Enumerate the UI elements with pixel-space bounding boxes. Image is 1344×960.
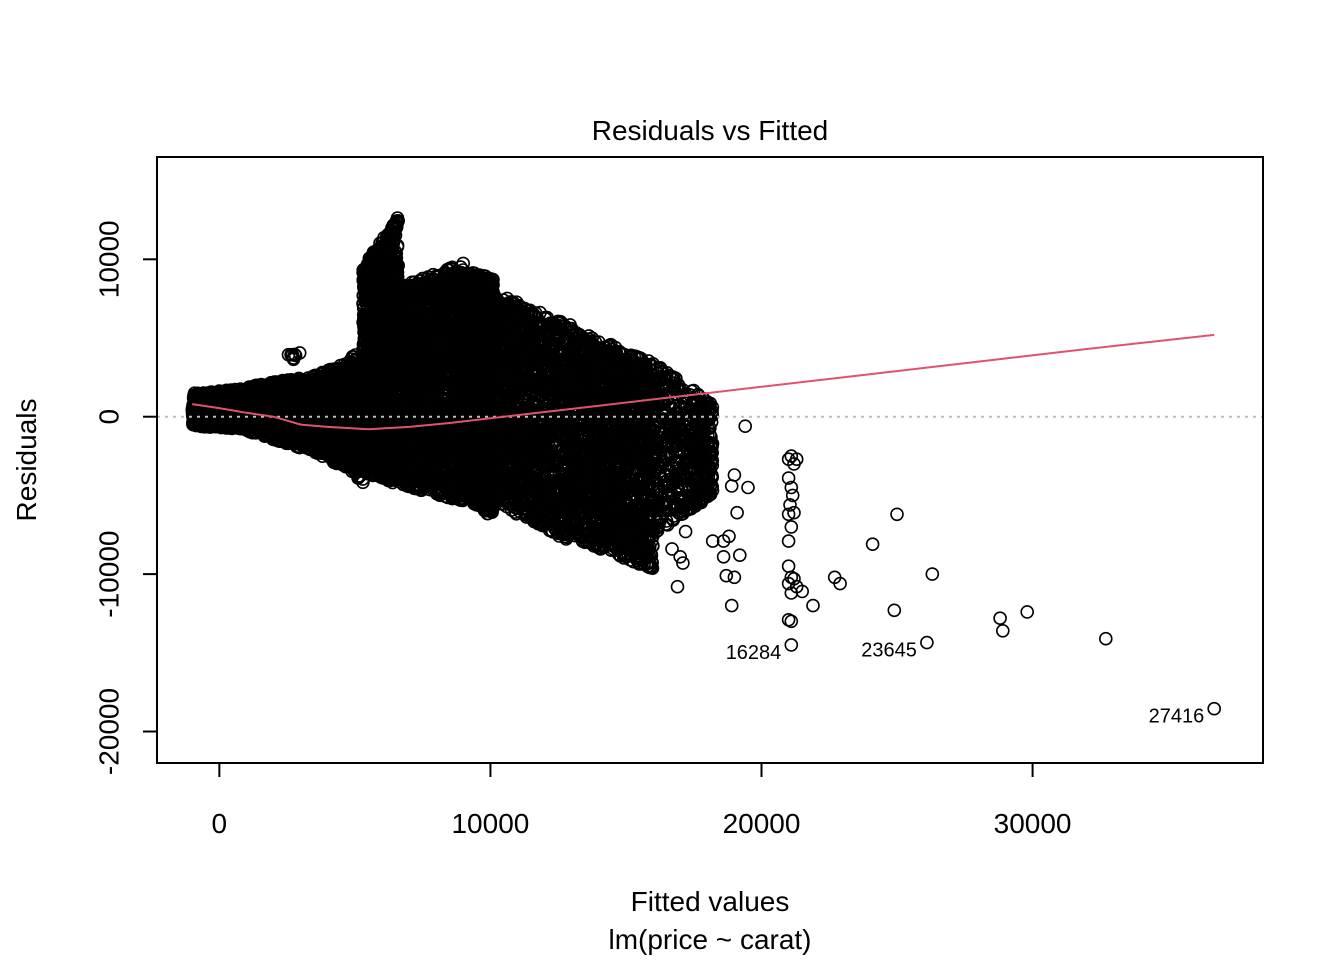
chart-title: Residuals vs Fitted xyxy=(592,115,829,146)
data-point xyxy=(189,388,204,403)
data-point xyxy=(202,418,217,433)
data-point xyxy=(212,403,227,418)
data-point xyxy=(219,384,234,399)
data-point xyxy=(219,421,234,435)
data-point xyxy=(199,386,213,401)
data-point xyxy=(214,396,228,411)
data-point xyxy=(213,412,227,426)
points-layer xyxy=(185,211,1221,716)
